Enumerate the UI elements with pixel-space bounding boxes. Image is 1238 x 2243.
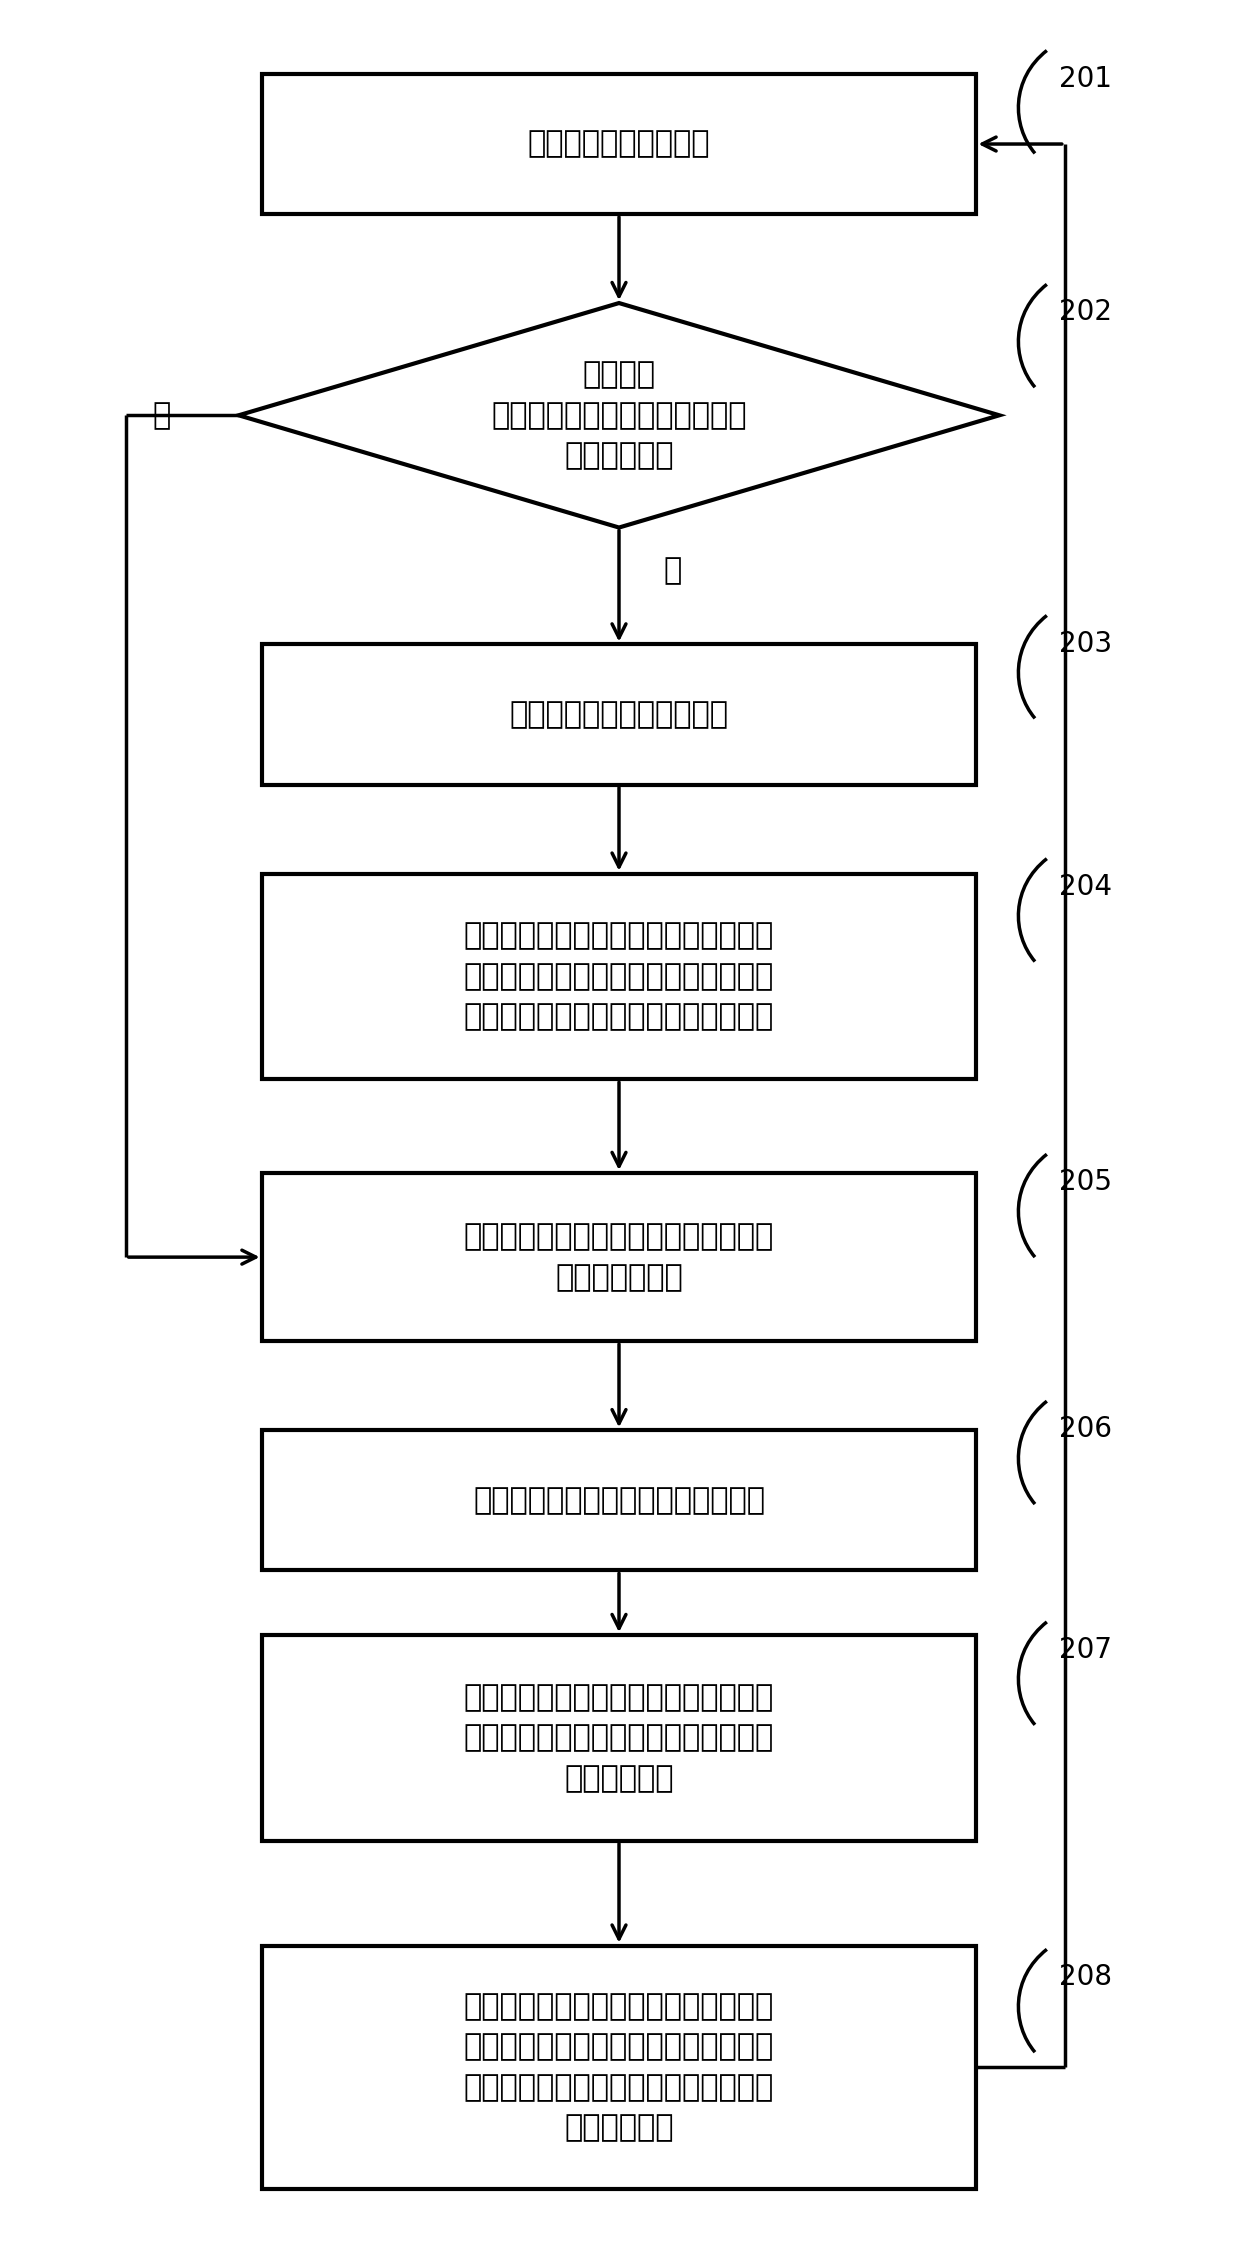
Bar — [262, 1431, 976, 1570]
Text: 根据转发报文数计算当前的处理能力: 根据转发报文数计算当前的处理能力 — [473, 1485, 765, 1514]
Text: 206: 206 — [1058, 1415, 1112, 1442]
Text: 201: 201 — [1058, 65, 1112, 92]
Text: 在接收到规则控制器下发的与数据报文
相对应的策略规则后，将接收到的与数
据报文相对应的策略规则写入规则表中: 在接收到规则控制器下发的与数据报文 相对应的策略规则后，将接收到的与数 据报文相… — [464, 922, 774, 1032]
Bar — [262, 1173, 976, 1341]
Text: 205: 205 — [1058, 1169, 1112, 1196]
Text: 通过网络接收数据报文: 通过网络接收数据报文 — [527, 130, 711, 159]
Text: 根据规则控制器下发的最大转发能力信
息，判断当前处理能力是否超过预设的
最大转发能力: 根据规则控制器下发的最大转发能力信 息，判断当前处理能力是否超过预设的 最大转发… — [464, 1682, 774, 1792]
Bar — [262, 644, 976, 785]
Text: 利用与数据报文相对应的策略规则对数
据报文进行处理: 利用与数据报文相对应的策略规则对数 据报文进行处理 — [464, 1222, 774, 1292]
Text: 208: 208 — [1058, 1963, 1112, 1992]
Bar — [262, 74, 976, 213]
Bar — [262, 1945, 976, 2189]
Text: 204: 204 — [1058, 873, 1112, 902]
Text: 在规则表
中查询是否存在与数据报文相对
应的策略规则: 在规则表 中查询是否存在与数据报文相对 应的策略规则 — [491, 361, 747, 471]
Text: 否: 否 — [664, 556, 682, 585]
Text: 202: 202 — [1058, 298, 1112, 327]
Bar — [262, 873, 976, 1079]
Text: 向规则控制器发送策略请求: 向规则控制器发送策略请求 — [510, 700, 728, 729]
Polygon shape — [239, 303, 999, 527]
Text: 若当前处理能力超过预设的最大转发能
力，则向规则控制器发送超过最大处理
能力上报信息以便规则控制器增加丢弃
报文策略规则: 若当前处理能力超过预设的最大转发能 力，则向规则控制器发送超过最大处理 能力上报… — [464, 1992, 774, 2142]
Text: 是: 是 — [152, 401, 171, 431]
Text: 207: 207 — [1058, 1635, 1112, 1664]
Text: 203: 203 — [1058, 630, 1112, 657]
Bar — [262, 1635, 976, 1842]
